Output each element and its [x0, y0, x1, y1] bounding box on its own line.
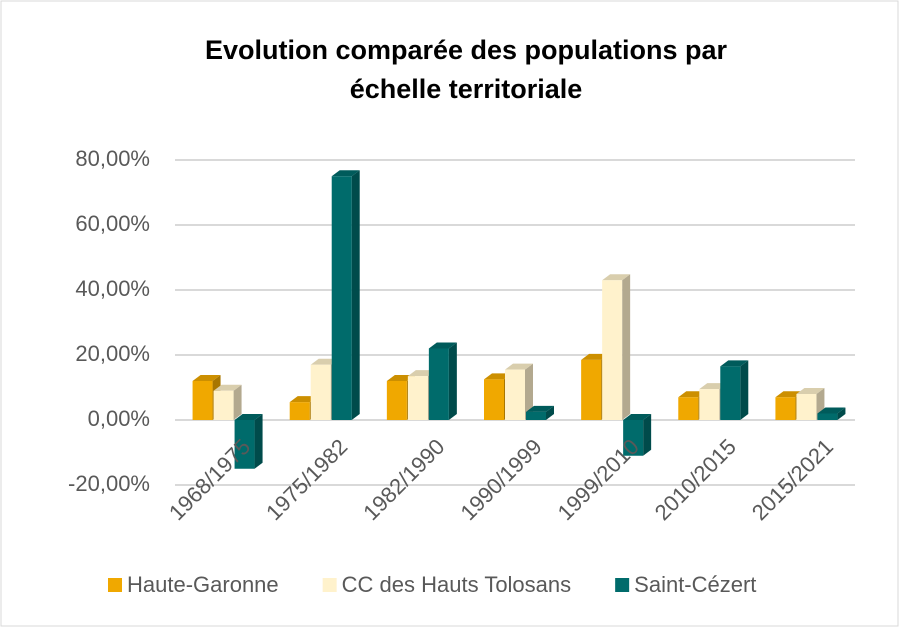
- chart-title: échelle territoriale: [350, 74, 583, 104]
- bar-top: [428, 342, 457, 349]
- bar: [796, 394, 817, 420]
- bar-side: [740, 360, 749, 420]
- bar-top: [526, 405, 554, 412]
- bar-side: [448, 342, 457, 420]
- bar-side: [525, 363, 533, 420]
- bar-top: [817, 407, 846, 414]
- bar-top: [234, 414, 263, 420]
- bar: [407, 376, 428, 420]
- bar-side: [837, 407, 846, 420]
- legend-label: Haute-Garonne: [127, 572, 279, 597]
- y-tick-label: 0,00%: [88, 406, 150, 431]
- legend-swatch: [322, 578, 337, 592]
- bar: [817, 413, 838, 420]
- bar: [331, 176, 352, 420]
- bar: [581, 359, 602, 420]
- legend-label: Saint-Cézert: [634, 572, 756, 597]
- bar-top: [331, 170, 360, 177]
- bar: [526, 411, 546, 420]
- bar: [720, 366, 741, 420]
- bar: [623, 420, 644, 456]
- y-tick-label: 60,00%: [75, 211, 150, 236]
- bar: [484, 379, 504, 420]
- bar-top: [602, 274, 631, 281]
- bar-top: [213, 384, 242, 391]
- bar-top: [796, 388, 825, 394]
- y-tick-label: 40,00%: [75, 276, 150, 301]
- bar: [386, 381, 407, 420]
- bar: [775, 397, 796, 420]
- legend-label: CC des Hauts Tolosans: [342, 572, 572, 597]
- bar: [678, 397, 699, 420]
- bar: [428, 348, 449, 420]
- y-tick-label: 20,00%: [75, 341, 150, 366]
- legend-swatch: [615, 578, 630, 592]
- chart-title: Evolution comparée des populations par: [205, 35, 728, 65]
- y-tick-label: -20,00%: [68, 471, 150, 496]
- bar-top: [192, 375, 221, 381]
- bar: [234, 420, 255, 469]
- bar-top: [505, 363, 533, 370]
- bar-side: [546, 405, 554, 420]
- bar-side: [351, 170, 360, 420]
- bar-side: [622, 274, 631, 420]
- bar-side: [643, 414, 652, 456]
- bar: [192, 381, 213, 420]
- bar: [602, 280, 623, 420]
- bar-side: [254, 414, 263, 469]
- bar: [289, 402, 310, 420]
- bar: [310, 364, 331, 420]
- bar: [505, 369, 525, 420]
- bar-side: [233, 384, 242, 420]
- bar-top: [623, 414, 652, 420]
- bar: [213, 390, 234, 420]
- legend-swatch: [108, 578, 122, 592]
- y-tick-label: 80,00%: [75, 146, 150, 171]
- bar: [699, 389, 720, 420]
- bar-top: [720, 360, 749, 367]
